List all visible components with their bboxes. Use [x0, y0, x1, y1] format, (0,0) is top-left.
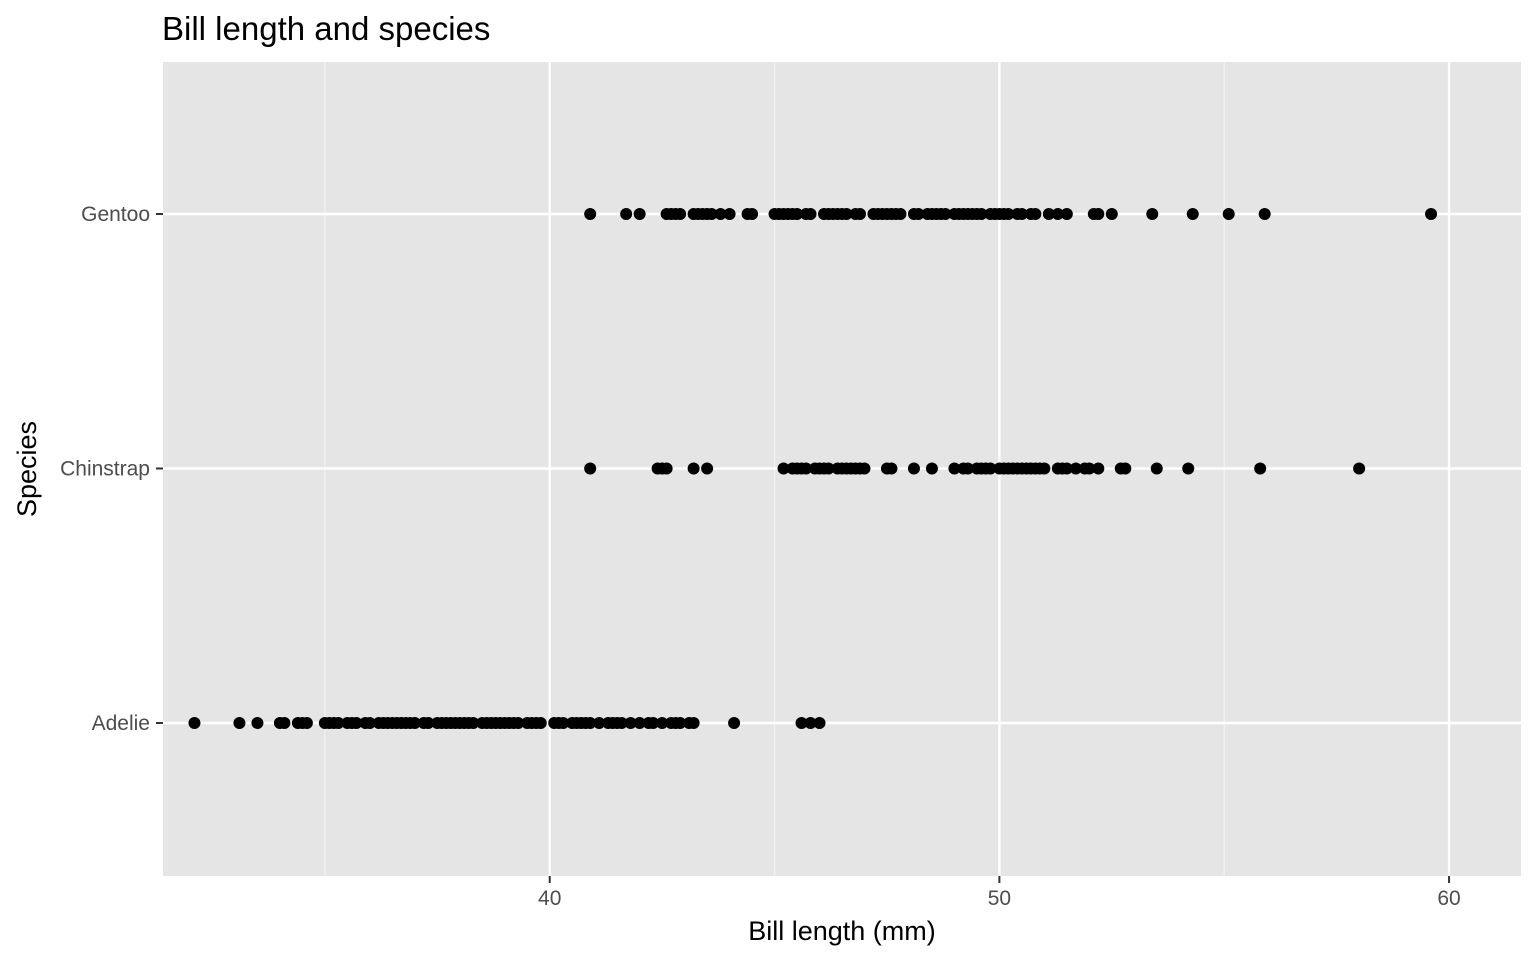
- data-point: [1182, 462, 1195, 475]
- y-axis-title: Species: [12, 421, 42, 517]
- y-axis: Adelie Chinstrap Gentoo: [60, 203, 163, 735]
- data-point: [593, 717, 606, 729]
- data-point: [723, 208, 736, 220]
- data-point: [975, 208, 988, 220]
- data-point: [1119, 462, 1132, 475]
- data-point: [1051, 208, 1064, 220]
- data-point: [795, 717, 808, 729]
- data-point: [705, 208, 718, 220]
- data-point: [1015, 208, 1028, 220]
- data-point: [1092, 208, 1105, 220]
- data-point: [1002, 208, 1015, 220]
- x-tick-label: 60: [1437, 887, 1460, 910]
- data-point: [1069, 462, 1082, 475]
- data-point: [624, 717, 637, 729]
- data-point: [557, 717, 570, 729]
- data-point: [1186, 208, 1199, 220]
- x-axis-title: Bill length (mm): [748, 916, 936, 946]
- data-point: [822, 462, 835, 475]
- data-point: [300, 717, 313, 729]
- data-point: [777, 462, 790, 475]
- x-tick-label: 40: [538, 887, 561, 910]
- data-point: [656, 717, 669, 729]
- data-point: [1425, 208, 1438, 220]
- data-point: [584, 717, 597, 729]
- y-tick-label: Chinstrap: [60, 458, 150, 481]
- data-point: [633, 208, 646, 220]
- data-point: [728, 717, 741, 729]
- data-point: [948, 462, 961, 475]
- plot-panel: [163, 62, 1521, 876]
- data-point: [332, 717, 345, 729]
- data-point: [1222, 208, 1235, 220]
- data-point: [1060, 208, 1073, 220]
- y-tick-label: Gentoo: [81, 203, 150, 226]
- data-point: [1254, 462, 1267, 475]
- data-point: [1042, 208, 1055, 220]
- x-axis: 40 50 60: [538, 876, 1461, 910]
- data-point: [647, 717, 660, 729]
- data-point: [1038, 462, 1051, 475]
- data-point: [674, 717, 687, 729]
- data-point: [907, 462, 920, 475]
- data-point: [660, 462, 673, 475]
- data-point: [984, 462, 997, 475]
- data-point: [278, 717, 291, 729]
- data-point: [939, 208, 952, 220]
- data-point: [853, 208, 866, 220]
- data-point: [408, 717, 421, 729]
- data-point: [233, 717, 246, 729]
- data-point: [512, 717, 525, 729]
- data-point: [800, 462, 813, 475]
- data-point: [1060, 462, 1073, 475]
- data-point: [925, 462, 938, 475]
- data-point: [894, 208, 907, 220]
- data-point: [633, 717, 646, 729]
- data-point: [1083, 462, 1096, 475]
- data-point: [615, 717, 628, 729]
- data-point: [674, 208, 687, 220]
- data-point: [912, 208, 925, 220]
- data-point: [813, 717, 826, 729]
- data-point: [840, 208, 853, 220]
- data-point: [687, 717, 700, 729]
- data-point: [885, 462, 898, 475]
- data-point: [961, 462, 974, 475]
- data-point: [534, 717, 547, 729]
- data-point: [858, 462, 871, 475]
- data-point: [791, 208, 804, 220]
- data-point: [467, 717, 480, 729]
- x-tick-label: 50: [988, 887, 1011, 910]
- data-point: [251, 717, 264, 729]
- data-point: [1092, 462, 1105, 475]
- data-point: [1146, 208, 1159, 220]
- data-point: [350, 717, 363, 729]
- data-point: [584, 462, 597, 475]
- data-point: [422, 717, 435, 729]
- data-point: [1105, 208, 1118, 220]
- data-point: [620, 208, 633, 220]
- data-point: [1150, 462, 1163, 475]
- data-point: [1353, 462, 1366, 475]
- data-point: [714, 208, 727, 220]
- data-point: [746, 208, 759, 220]
- data-point: [188, 717, 201, 729]
- data-point: [804, 717, 817, 729]
- data-point: [804, 208, 817, 220]
- data-point: [701, 462, 714, 475]
- data-point: [687, 462, 700, 475]
- y-tick-label: Adelie: [92, 712, 150, 735]
- data-point: [363, 717, 376, 729]
- chart-title: Bill length and species: [162, 10, 490, 47]
- data-point: [584, 208, 597, 220]
- data-point: [1258, 208, 1271, 220]
- data-point: [1029, 208, 1042, 220]
